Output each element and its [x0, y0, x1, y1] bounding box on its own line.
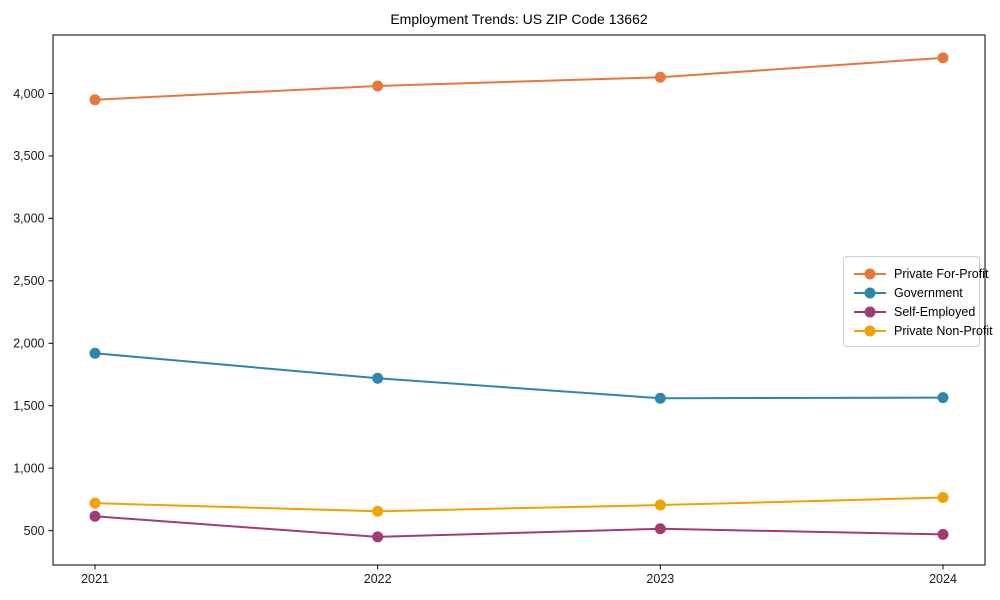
data-point-private-for-profit	[654, 71, 666, 83]
data-point-private-non-profit	[937, 492, 949, 504]
x-tick-label: 2023	[646, 572, 674, 586]
legend-line-marker-icon	[854, 325, 886, 336]
legend-label: Private For-Profit	[894, 266, 989, 281]
data-point-private-for-profit	[937, 52, 949, 64]
series-line-private-for-profit	[94, 56, 944, 101]
y-tick-label: 4,000	[13, 87, 44, 101]
chart-title: Employment Trends: US ZIP Code 13662	[390, 11, 648, 27]
series-line-private-non-profit	[94, 496, 944, 513]
legend-item-private-non-profit: Private Non-Profit	[853, 321, 993, 340]
y-tick-label: 500	[24, 524, 45, 538]
legend-line-marker-icon	[854, 287, 886, 298]
data-point-government	[89, 347, 101, 359]
x-tick-label: 2021	[81, 572, 109, 586]
legend-line-marker-icon	[854, 268, 886, 279]
data-point-government	[654, 392, 666, 404]
data-point-self-employed	[89, 510, 101, 522]
legend: Private For-Profit Government Self-Employe…	[843, 256, 993, 347]
y-tick-label: 1,500	[13, 399, 44, 413]
data-point-private-non-profit	[372, 505, 384, 517]
axes-box	[52, 34, 986, 566]
data-point-private-non-profit	[654, 499, 666, 511]
y-tick-label: 3,000	[13, 212, 44, 226]
data-point-government	[937, 392, 949, 404]
y-tick-label: 2,000	[13, 337, 44, 351]
legend-label: Self-Employed	[894, 304, 976, 319]
x-tick-label: 2022	[364, 572, 392, 586]
data-point-private-non-profit	[89, 497, 101, 509]
legend-line-marker-icon	[854, 306, 886, 317]
legend-label: Private Non-Profit	[894, 323, 993, 338]
data-point-private-for-profit	[89, 94, 101, 106]
legend-item-private-for-profit: Private For-Profit	[853, 264, 988, 283]
series-line-self-employed	[94, 515, 944, 538]
data-point-government	[372, 372, 384, 384]
data-point-private-for-profit	[372, 80, 384, 92]
legend-label: Government	[894, 285, 963, 300]
y-tick-label: 3,500	[13, 149, 44, 163]
y-tick-label: 1,000	[13, 461, 44, 475]
legend-item-self-employed: Self-Employed	[853, 302, 975, 321]
legend-item-government: Government	[853, 283, 970, 302]
data-point-self-employed	[372, 531, 384, 543]
series-line-government	[94, 352, 944, 400]
data-point-self-employed	[937, 528, 949, 540]
data-point-self-employed	[654, 523, 666, 535]
y-tick-label: 2,500	[13, 274, 44, 288]
x-tick-label: 2024	[929, 572, 957, 586]
